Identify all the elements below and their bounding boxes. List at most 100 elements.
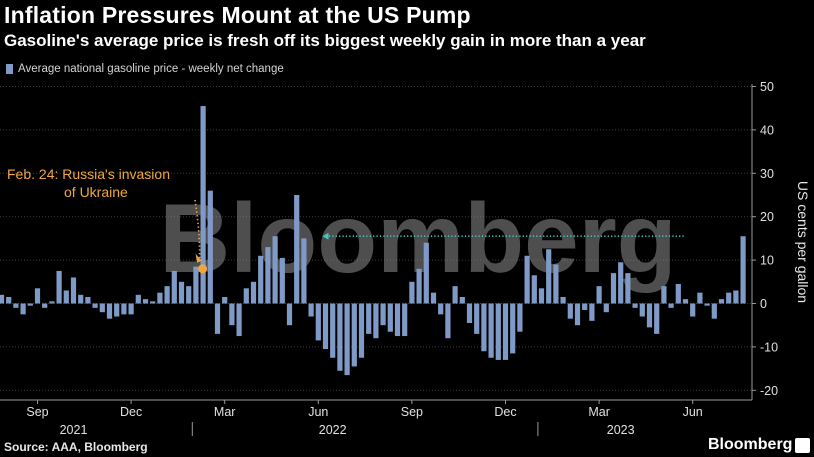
bar bbox=[567, 303, 573, 319]
bar bbox=[27, 303, 33, 306]
bar bbox=[510, 303, 516, 354]
bar bbox=[92, 303, 98, 308]
chart-subtitle: Gasoline's average price is fresh off it… bbox=[4, 31, 646, 50]
y-tick-label: 30 bbox=[760, 167, 774, 181]
bar bbox=[466, 303, 473, 324]
bar bbox=[294, 195, 300, 304]
bar bbox=[582, 303, 588, 311]
x-tick-label: Sep bbox=[401, 405, 423, 419]
bar bbox=[531, 275, 537, 304]
bar bbox=[690, 303, 696, 317]
y-tick-label: 20 bbox=[760, 210, 774, 224]
bar bbox=[661, 286, 667, 304]
bar bbox=[488, 303, 494, 358]
y-tick-label: 50 bbox=[760, 80, 774, 94]
bar bbox=[207, 190, 213, 304]
bar bbox=[682, 299, 689, 304]
bar bbox=[394, 303, 401, 337]
bar bbox=[20, 303, 26, 315]
bar bbox=[459, 296, 465, 304]
bar bbox=[711, 303, 717, 319]
bar bbox=[142, 299, 149, 304]
y-tick-label: -20 bbox=[760, 384, 778, 398]
x-tick-label: Dec bbox=[120, 405, 142, 419]
x-tick-label: Jun bbox=[308, 405, 328, 419]
bar bbox=[718, 299, 725, 304]
bar bbox=[704, 303, 710, 306]
bar bbox=[85, 296, 91, 304]
bar bbox=[229, 303, 235, 326]
bar bbox=[42, 303, 48, 308]
y-axis-title: US cents per gallon bbox=[795, 181, 811, 303]
bar bbox=[697, 292, 703, 304]
bar bbox=[726, 292, 732, 304]
bar bbox=[596, 286, 602, 304]
source-note: Source: AAA, Bloomberg bbox=[4, 440, 148, 454]
bar bbox=[286, 303, 293, 326]
annotation-leader bbox=[194, 199, 201, 259]
bar bbox=[574, 303, 581, 326]
bloomberg-badge-icon bbox=[795, 438, 810, 453]
bar bbox=[430, 292, 437, 304]
bar bbox=[654, 303, 660, 334]
legend-label: Average national gasoline price - weekly… bbox=[18, 63, 284, 75]
bar bbox=[423, 242, 429, 304]
bar bbox=[322, 303, 329, 350]
bar bbox=[409, 281, 415, 304]
legend: Average national gasoline price - weekly… bbox=[6, 63, 284, 75]
bar bbox=[625, 273, 631, 304]
y-tick-label: 10 bbox=[760, 254, 774, 268]
bar bbox=[517, 303, 523, 332]
bar bbox=[193, 266, 199, 304]
bar bbox=[538, 288, 545, 304]
bar bbox=[200, 106, 206, 304]
bar bbox=[668, 303, 674, 308]
bar bbox=[78, 294, 84, 304]
bar bbox=[258, 255, 264, 304]
bar bbox=[135, 294, 141, 304]
y-tick-label: 0 bbox=[760, 297, 767, 311]
bar bbox=[387, 303, 393, 332]
bloomberg-logo: Bloomberg bbox=[708, 436, 793, 453]
bar bbox=[279, 257, 285, 304]
bar bbox=[114, 303, 120, 317]
legend-swatch bbox=[6, 64, 13, 74]
bar bbox=[34, 288, 41, 304]
bar bbox=[438, 303, 444, 315]
bar bbox=[250, 281, 257, 304]
bar bbox=[740, 236, 746, 304]
x-year-label: 2022 bbox=[319, 423, 347, 437]
bar bbox=[337, 303, 343, 371]
x-tick-label: Mar bbox=[588, 405, 610, 419]
bar bbox=[481, 303, 487, 352]
bar bbox=[128, 303, 134, 315]
reference-arrow-icon bbox=[322, 232, 329, 240]
bar bbox=[589, 303, 595, 321]
bar bbox=[243, 288, 249, 304]
bar bbox=[610, 273, 617, 304]
x-tick-label: Jun bbox=[683, 405, 703, 419]
bar bbox=[373, 303, 379, 339]
annotation-marker bbox=[198, 264, 208, 274]
bar bbox=[272, 236, 278, 304]
bar bbox=[99, 303, 105, 313]
bar bbox=[502, 303, 509, 360]
bar bbox=[330, 303, 336, 358]
bar bbox=[366, 303, 372, 334]
bar bbox=[452, 286, 458, 304]
bar bbox=[6, 296, 12, 304]
bar bbox=[301, 238, 307, 304]
bar bbox=[416, 268, 422, 304]
bar bbox=[0, 294, 5, 304]
x-tick-label: Sep bbox=[26, 405, 48, 419]
chart-title: Inflation Pressures Mount at the US Pump bbox=[4, 2, 471, 28]
annotation-arrowhead-icon bbox=[195, 253, 202, 263]
bar bbox=[632, 303, 638, 308]
bar bbox=[70, 277, 77, 304]
bar bbox=[445, 303, 451, 339]
bar bbox=[186, 286, 192, 304]
bar bbox=[106, 303, 113, 319]
bar bbox=[402, 303, 408, 337]
bar bbox=[63, 290, 69, 304]
